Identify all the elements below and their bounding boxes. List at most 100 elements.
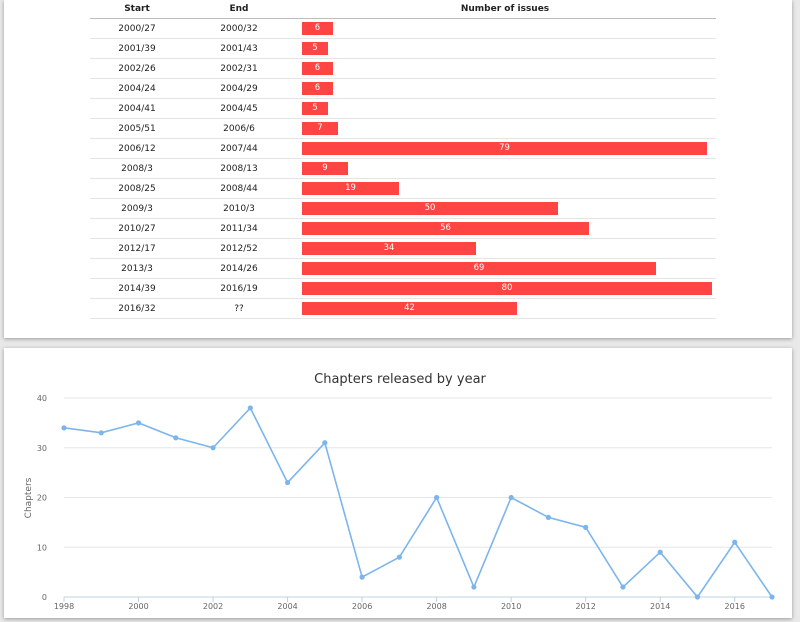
issues-panel: Start End Number of issues 2000/27 2000/3…	[4, 0, 792, 338]
table-row: 2012/17 2012/52 34	[90, 238, 716, 259]
data-point[interactable]	[210, 445, 216, 451]
data-point[interactable]	[434, 494, 440, 501]
x-tick-label: 2000	[128, 602, 148, 611]
table-header-row: Start End Number of issues	[90, 0, 716, 19]
data-point[interactable]	[508, 494, 514, 501]
x-tick-label: 2008	[426, 602, 446, 611]
y-tick-label: 30	[37, 444, 47, 453]
issue-count-bar: 6	[302, 82, 333, 95]
issues-table: Start End Number of issues 2000/27 2000/3…	[90, 0, 716, 319]
start-cell: 2014/39	[90, 278, 184, 299]
y-axis-ticks: 0 10 20 30 40	[37, 394, 47, 602]
x-tick-label: 2014	[650, 602, 670, 611]
count-cell: 56	[294, 218, 716, 239]
start-cell: 2016/32	[90, 298, 184, 319]
issue-count-bar: 9	[302, 162, 348, 175]
start-cell: 2013/3	[90, 258, 184, 279]
start-cell: 2004/24	[90, 78, 184, 99]
issue-count-bar: 42	[302, 302, 517, 315]
data-point[interactable]	[247, 405, 253, 411]
end-cell: 2016/19	[184, 278, 294, 299]
start-cell: 2002/26	[90, 58, 184, 79]
data-point[interactable]	[98, 430, 104, 436]
data-point[interactable]	[583, 524, 589, 530]
count-cell: 69	[294, 258, 716, 279]
x-tick-label: 2012	[576, 602, 596, 611]
table-row: 2016/32?? 42	[90, 298, 716, 319]
start-cell: 2006/12	[90, 138, 184, 159]
issue-count-bar: 56	[302, 222, 589, 235]
start-cell: 2008/3	[90, 158, 184, 179]
chart-panel: Chapters released by year Chapters 1998 2…	[4, 348, 792, 618]
y-tick-label: 0	[42, 593, 47, 602]
table-row: 2004/41 2004/45 5	[90, 98, 716, 119]
issue-count-bar: 69	[302, 262, 656, 275]
data-point[interactable]	[769, 594, 775, 600]
data-point[interactable]	[322, 440, 328, 446]
table-row: 2013/3 2014/26 69	[90, 258, 716, 279]
start-column-header: Start	[90, 0, 184, 19]
end-cell: 2014/26	[184, 258, 294, 279]
end-cell: 2012/52	[184, 238, 294, 259]
count-cell: 6	[294, 78, 716, 99]
chapters-line-chart: Chapters released by year Chapters 1998 2…	[24, 372, 775, 611]
end-cell: 2004/45	[184, 98, 294, 119]
count-cell: 6	[294, 58, 716, 79]
issue-count-bar: 6	[302, 22, 333, 35]
x-tick-label: 1998	[54, 602, 74, 611]
end-cell: 2006/6	[184, 118, 294, 139]
table-row: 2008/3 2008/13 9	[90, 158, 716, 179]
start-cell: 2008/25	[90, 178, 184, 199]
end-cell: 2004/29	[184, 78, 294, 99]
data-point[interactable]	[359, 574, 365, 580]
data-point[interactable]	[173, 435, 179, 441]
issues-table-body: 2000/27 2000/32 6 2001/39 2001/43 5 2002/26 200…	[90, 18, 716, 319]
end-cell: 2007/44	[184, 138, 294, 159]
x-tick-label: 2002	[203, 602, 223, 611]
data-point[interactable]	[657, 549, 663, 555]
count-cell: 42	[294, 298, 716, 319]
start-cell: 2001/39	[90, 38, 184, 59]
count-cell: 5	[294, 98, 716, 119]
issue-count-bar: 80	[302, 282, 712, 295]
data-point[interactable]	[396, 554, 402, 560]
table-row: 2009/3 2010/3 50	[90, 198, 716, 219]
data-point[interactable]	[545, 514, 552, 520]
end-cell: 2011/34	[184, 218, 294, 239]
issue-count-bar: 34	[302, 242, 476, 255]
issue-count-bar: 7	[302, 122, 338, 135]
x-axis: 1998 2000 2002 2004 2006 2008 2010 2012 2014 2016	[54, 597, 745, 611]
x-tick-label: 2006	[352, 602, 372, 611]
start-cell: 2005/51	[90, 118, 184, 139]
data-point[interactable]	[284, 479, 291, 486]
x-tick-label: 2010	[501, 602, 521, 611]
data-point[interactable]	[620, 584, 626, 590]
data-point[interactable]	[694, 594, 701, 600]
end-cell: 2008/13	[184, 158, 294, 179]
table-row: 2002/26 2002/31 6	[90, 58, 716, 79]
end-cell: 2001/43	[184, 38, 294, 59]
issue-count-bar: 50	[302, 202, 558, 215]
end-cell: 2010/3	[184, 198, 294, 219]
issue-count-bar: 19	[302, 182, 399, 195]
data-point[interactable]	[61, 425, 67, 431]
chart-gridlines	[64, 397, 772, 598]
count-cell: 7	[294, 118, 716, 139]
data-point[interactable]	[471, 584, 477, 590]
issue-count-bar: 5	[302, 42, 328, 55]
issue-count-bar: 5	[302, 102, 328, 115]
count-cell: 50	[294, 198, 716, 219]
x-tick-label: 2004	[277, 602, 297, 611]
table-row: 2001/39 2001/43 5	[90, 38, 716, 59]
table-row: 2000/27 2000/32 6	[90, 18, 716, 39]
chapters-series	[61, 405, 775, 600]
data-point[interactable]	[732, 539, 738, 545]
table-row: 2010/27 2011/34 56	[90, 218, 716, 239]
count-cell: 80	[294, 278, 716, 299]
count-cell: 79	[294, 138, 716, 159]
table-row: 2005/51 2006/6 7	[90, 118, 716, 139]
start-cell: 2012/17	[90, 238, 184, 259]
table-row: 2006/12 2007/44 79	[90, 138, 716, 159]
data-point[interactable]	[135, 420, 142, 426]
count-cell: 5	[294, 38, 716, 59]
